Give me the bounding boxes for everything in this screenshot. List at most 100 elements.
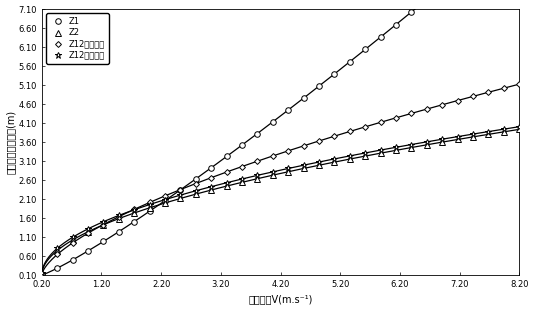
Z12对比方法	[285, 149, 292, 153]
Z1	[208, 166, 215, 170]
Z1	[69, 258, 76, 262]
Z12对比方法	[146, 201, 153, 204]
Z2	[301, 166, 307, 170]
Z12对比方法	[223, 170, 230, 174]
Z12本文方法	[193, 189, 199, 193]
Z12本文方法	[239, 177, 245, 181]
Z2	[316, 163, 322, 167]
Z12对比方法	[301, 144, 307, 148]
Z1	[270, 120, 276, 124]
Z12本文方法	[470, 132, 476, 136]
Z1	[193, 177, 199, 181]
Z12本文方法	[54, 246, 60, 250]
Z2	[362, 154, 368, 158]
Z2	[393, 148, 399, 152]
Z2	[131, 211, 137, 215]
Z12对比方法	[347, 130, 353, 133]
Z12本文方法	[485, 130, 492, 133]
Z1	[331, 72, 337, 76]
Z12本文方法	[177, 193, 184, 197]
Z1	[85, 249, 91, 253]
Z1	[223, 155, 230, 158]
Z2	[285, 170, 292, 174]
Z1	[131, 220, 137, 224]
Z12本文方法	[254, 174, 261, 177]
Z2	[454, 138, 461, 141]
Z12本文方法	[116, 214, 122, 217]
Z12对比方法	[454, 99, 461, 102]
Z12本文方法	[208, 185, 215, 188]
Z2	[193, 192, 199, 196]
Z2	[177, 197, 184, 200]
Z12对比方法	[516, 82, 522, 86]
Z12本文方法	[331, 157, 337, 161]
Z1	[393, 23, 399, 26]
Z2	[270, 173, 276, 177]
Z12对比方法	[193, 182, 199, 185]
Z12对比方法	[116, 215, 122, 219]
Z2	[378, 151, 384, 155]
Z12对比方法	[393, 116, 399, 120]
Z12本文方法	[423, 140, 430, 144]
Z2	[470, 135, 476, 139]
Z2	[54, 249, 60, 252]
Z2	[162, 201, 168, 205]
Z12本文方法	[347, 154, 353, 158]
Z1	[100, 240, 107, 243]
Z2	[439, 140, 445, 144]
Z12本文方法	[146, 203, 153, 206]
Legend: Z1, Z2, Z12对比方法, Z12本文方法: Z1, Z2, Z12对比方法, Z12本文方法	[46, 13, 109, 64]
Z1	[378, 35, 384, 39]
Z12本文方法	[223, 181, 230, 184]
Z12本文方法	[131, 208, 137, 212]
Z1	[408, 10, 414, 14]
Z1	[116, 230, 122, 233]
Z2	[69, 238, 76, 242]
Z2	[85, 230, 91, 234]
Z12对比方法	[162, 194, 168, 198]
Z2	[116, 217, 122, 220]
Z12本文方法	[69, 236, 76, 239]
Z2	[485, 132, 492, 136]
Z12对比方法	[177, 188, 184, 192]
Z12对比方法	[239, 165, 245, 168]
Z12本文方法	[408, 143, 414, 146]
Z12本文方法	[100, 220, 107, 224]
Line: Z12对比方法: Z12对比方法	[40, 82, 521, 277]
Z2	[100, 223, 107, 227]
Z12本文方法	[285, 166, 292, 170]
Z12对比方法	[69, 241, 76, 245]
X-axis label: 行进流速V(m.s⁻¹): 行进流速V(m.s⁻¹)	[248, 294, 313, 304]
Z2	[208, 188, 215, 192]
Z1	[146, 209, 153, 213]
Z12对比方法	[85, 231, 91, 235]
Z12本文方法	[362, 151, 368, 155]
Z12本文方法	[439, 137, 445, 141]
Z12对比方法	[316, 139, 322, 143]
Z1	[347, 60, 353, 64]
Z12对比方法	[362, 125, 368, 129]
Z12对比方法	[331, 134, 337, 138]
Z12对比方法	[270, 154, 276, 158]
Z2	[347, 157, 353, 161]
Z1	[38, 273, 45, 277]
Z12对比方法	[408, 112, 414, 115]
Z12本文方法	[38, 272, 45, 275]
Z1	[316, 84, 322, 88]
Z12本文方法	[393, 145, 399, 149]
Z1	[54, 266, 60, 270]
Z2	[38, 272, 45, 276]
Z2	[239, 180, 245, 184]
Z1	[239, 143, 245, 147]
Z2	[223, 184, 230, 188]
Z12本文方法	[270, 170, 276, 174]
Z12本文方法	[378, 148, 384, 152]
Z12本文方法	[454, 135, 461, 139]
Z2	[500, 130, 507, 134]
Z2	[254, 177, 261, 180]
Z12对比方法	[38, 272, 45, 276]
Z1	[362, 48, 368, 51]
Z12对比方法	[378, 121, 384, 124]
Z12对比方法	[423, 107, 430, 111]
Z12对比方法	[500, 86, 507, 90]
